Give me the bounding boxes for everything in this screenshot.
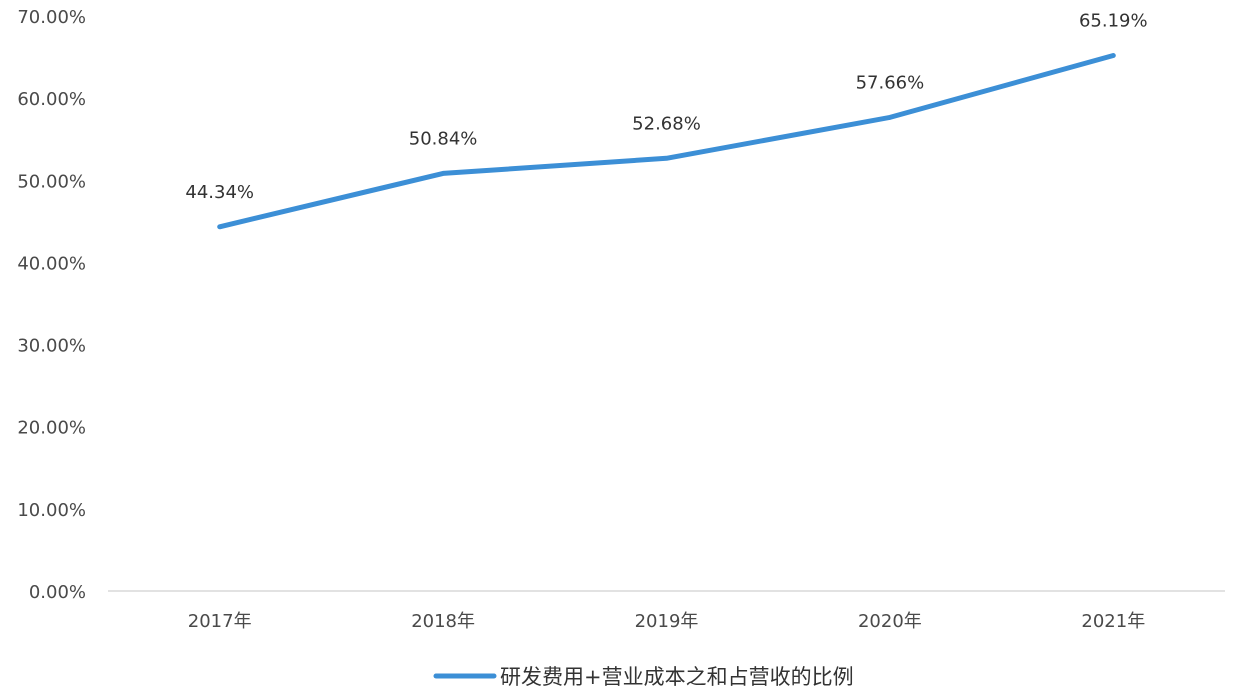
- data-labels: 44.34% 50.84% 52.68% 57.66% 65.19%: [185, 11, 1147, 203]
- data-label: 50.84%: [409, 128, 478, 149]
- y-tick-label: 10.00%: [17, 500, 86, 521]
- x-tick-label: 2019年: [635, 611, 699, 632]
- data-label: 44.34%: [185, 182, 254, 203]
- series-lines: [220, 55, 1114, 226]
- x-axis-tick-labels: 2017年 2018年 2019年 2020年 2021年: [188, 611, 1145, 632]
- legend: 研发费用+营业成本之和占营收的比例: [436, 665, 854, 689]
- data-label: 52.68%: [632, 113, 701, 134]
- data-label: 65.19%: [1079, 11, 1148, 32]
- series-line: [220, 56, 1114, 227]
- x-tick-label: 2017年: [188, 611, 252, 632]
- y-tick-label: 70.00%: [17, 7, 86, 28]
- y-tick-label: 60.00%: [17, 89, 86, 110]
- x-tick-label: 2020年: [858, 611, 922, 632]
- y-tick-label: 40.00%: [17, 253, 86, 274]
- x-tick-label: 2021年: [1081, 611, 1145, 632]
- x-tick-label: 2018年: [411, 611, 475, 632]
- y-tick-label: 50.00%: [17, 171, 86, 192]
- y-tick-label: 0.00%: [29, 582, 86, 603]
- y-tick-label: 20.00%: [17, 418, 86, 439]
- data-label: 57.66%: [856, 72, 925, 93]
- y-axis-tick-labels: 0.00% 10.00% 20.00% 30.00% 40.00% 50.00% 60.00…: [17, 7, 86, 603]
- y-tick-label: 30.00%: [17, 336, 86, 357]
- legend-label: 研发费用+营业成本之和占营收的比例: [500, 665, 854, 689]
